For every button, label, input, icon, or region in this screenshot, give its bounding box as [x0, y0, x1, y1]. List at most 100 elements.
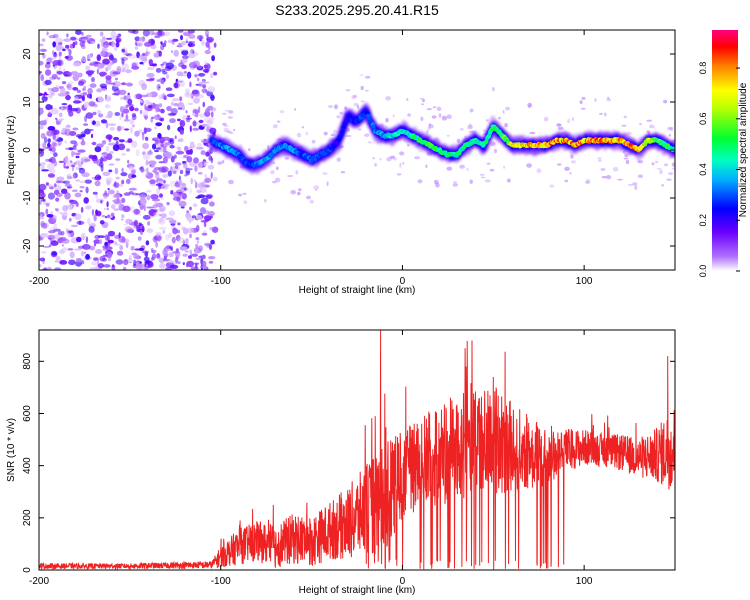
noise-blob — [58, 51, 62, 57]
noise-blob — [131, 112, 137, 118]
noise-blob — [39, 264, 42, 268]
noise-blob — [60, 188, 68, 194]
noise-blob — [93, 124, 101, 127]
faint-blob — [617, 178, 623, 181]
noise-blob — [46, 163, 56, 170]
faint-blob — [222, 122, 227, 126]
faint-blob — [486, 162, 491, 165]
noise-blob — [174, 165, 179, 170]
noise-blob — [93, 242, 97, 247]
faint-blob — [221, 160, 225, 164]
faint-blob — [663, 99, 668, 104]
faint-blob — [492, 87, 495, 92]
noise-blob — [44, 94, 47, 98]
faint-blob — [569, 172, 572, 175]
noise-blob — [162, 146, 167, 153]
noise-blob — [39, 60, 44, 66]
faint-blob — [625, 159, 630, 165]
faint-blob — [345, 89, 351, 92]
faint-blob — [571, 117, 575, 121]
noise-blob — [169, 144, 175, 149]
faint-blob — [639, 123, 642, 126]
noise-blob — [182, 192, 187, 200]
noise-blob — [114, 243, 122, 246]
faint-blob — [655, 160, 659, 164]
noise-blob — [167, 170, 172, 177]
noise-blob — [92, 111, 97, 116]
noise-blob — [204, 60, 208, 66]
bottom-x-axis-label: Height of straight line (km) — [299, 585, 416, 596]
noise-blob — [87, 59, 91, 61]
noise-blob — [68, 81, 74, 84]
faint-blob — [326, 181, 329, 187]
noise-blob — [116, 125, 122, 132]
faint-blob — [668, 172, 673, 176]
noise-blob — [165, 234, 170, 241]
noise-blob — [189, 233, 192, 239]
faint-blob — [402, 162, 405, 165]
noise-blob — [189, 125, 192, 133]
noise-blob — [204, 174, 208, 178]
noise-blob — [111, 264, 115, 268]
noise-blob — [39, 200, 42, 205]
noise-blob — [78, 245, 85, 249]
heatmap-ridge — [207, 102, 675, 175]
noise-blob — [121, 167, 124, 173]
noise-blob — [139, 100, 143, 103]
noise-blob — [198, 106, 201, 114]
noise-blob — [198, 119, 204, 124]
noise-blob — [153, 234, 162, 241]
x-tick-label: 0 — [400, 576, 406, 587]
noise-blob — [162, 174, 169, 178]
noise-blob — [155, 183, 164, 187]
noise-blob — [128, 187, 137, 191]
noise-blob — [78, 167, 84, 170]
noise-blob — [78, 220, 82, 225]
noise-blob — [189, 81, 192, 88]
noise-blob — [133, 191, 136, 196]
noise-blob — [77, 149, 86, 153]
noise-blob — [52, 50, 55, 55]
faint-blob — [493, 148, 498, 154]
noise-blob — [49, 227, 56, 230]
noise-blob — [134, 36, 141, 42]
noise-blob — [74, 213, 82, 221]
noise-blob — [175, 150, 185, 155]
faint-blob — [359, 74, 364, 76]
noise-blob — [45, 104, 52, 111]
faint-blob — [419, 97, 424, 100]
noise-blob — [68, 110, 74, 117]
noise-blob — [97, 63, 101, 71]
noise-blob — [64, 192, 71, 200]
noise-blob — [92, 120, 96, 126]
noise-blob — [202, 101, 206, 108]
faint-blob — [339, 111, 344, 115]
noise-blob — [168, 232, 172, 238]
noise-blob — [210, 94, 215, 101]
noise-blob — [196, 189, 202, 194]
noise-blob — [146, 167, 149, 174]
faint-blob — [264, 198, 267, 203]
noise-blob — [105, 75, 112, 81]
noise-blob — [55, 255, 61, 263]
noise-blob — [81, 56, 87, 63]
noise-blob — [127, 138, 133, 144]
faint-blob — [417, 179, 423, 184]
faint-blob — [426, 108, 433, 111]
faint-blob — [227, 116, 233, 119]
faint-blob — [392, 114, 395, 118]
faint-blob — [469, 108, 474, 113]
noise-blob — [39, 257, 46, 262]
noise-blob — [130, 126, 133, 134]
noise-blob — [127, 98, 133, 105]
faint-blob — [379, 158, 382, 161]
noise-blob — [163, 40, 167, 44]
noise-blob — [91, 141, 97, 146]
noise-blob — [171, 236, 176, 244]
noise-blob — [44, 79, 52, 86]
faint-blob — [564, 166, 570, 171]
x-tick-label: 0 — [400, 276, 406, 287]
noise-blob — [97, 263, 105, 269]
faint-blob — [301, 126, 304, 129]
